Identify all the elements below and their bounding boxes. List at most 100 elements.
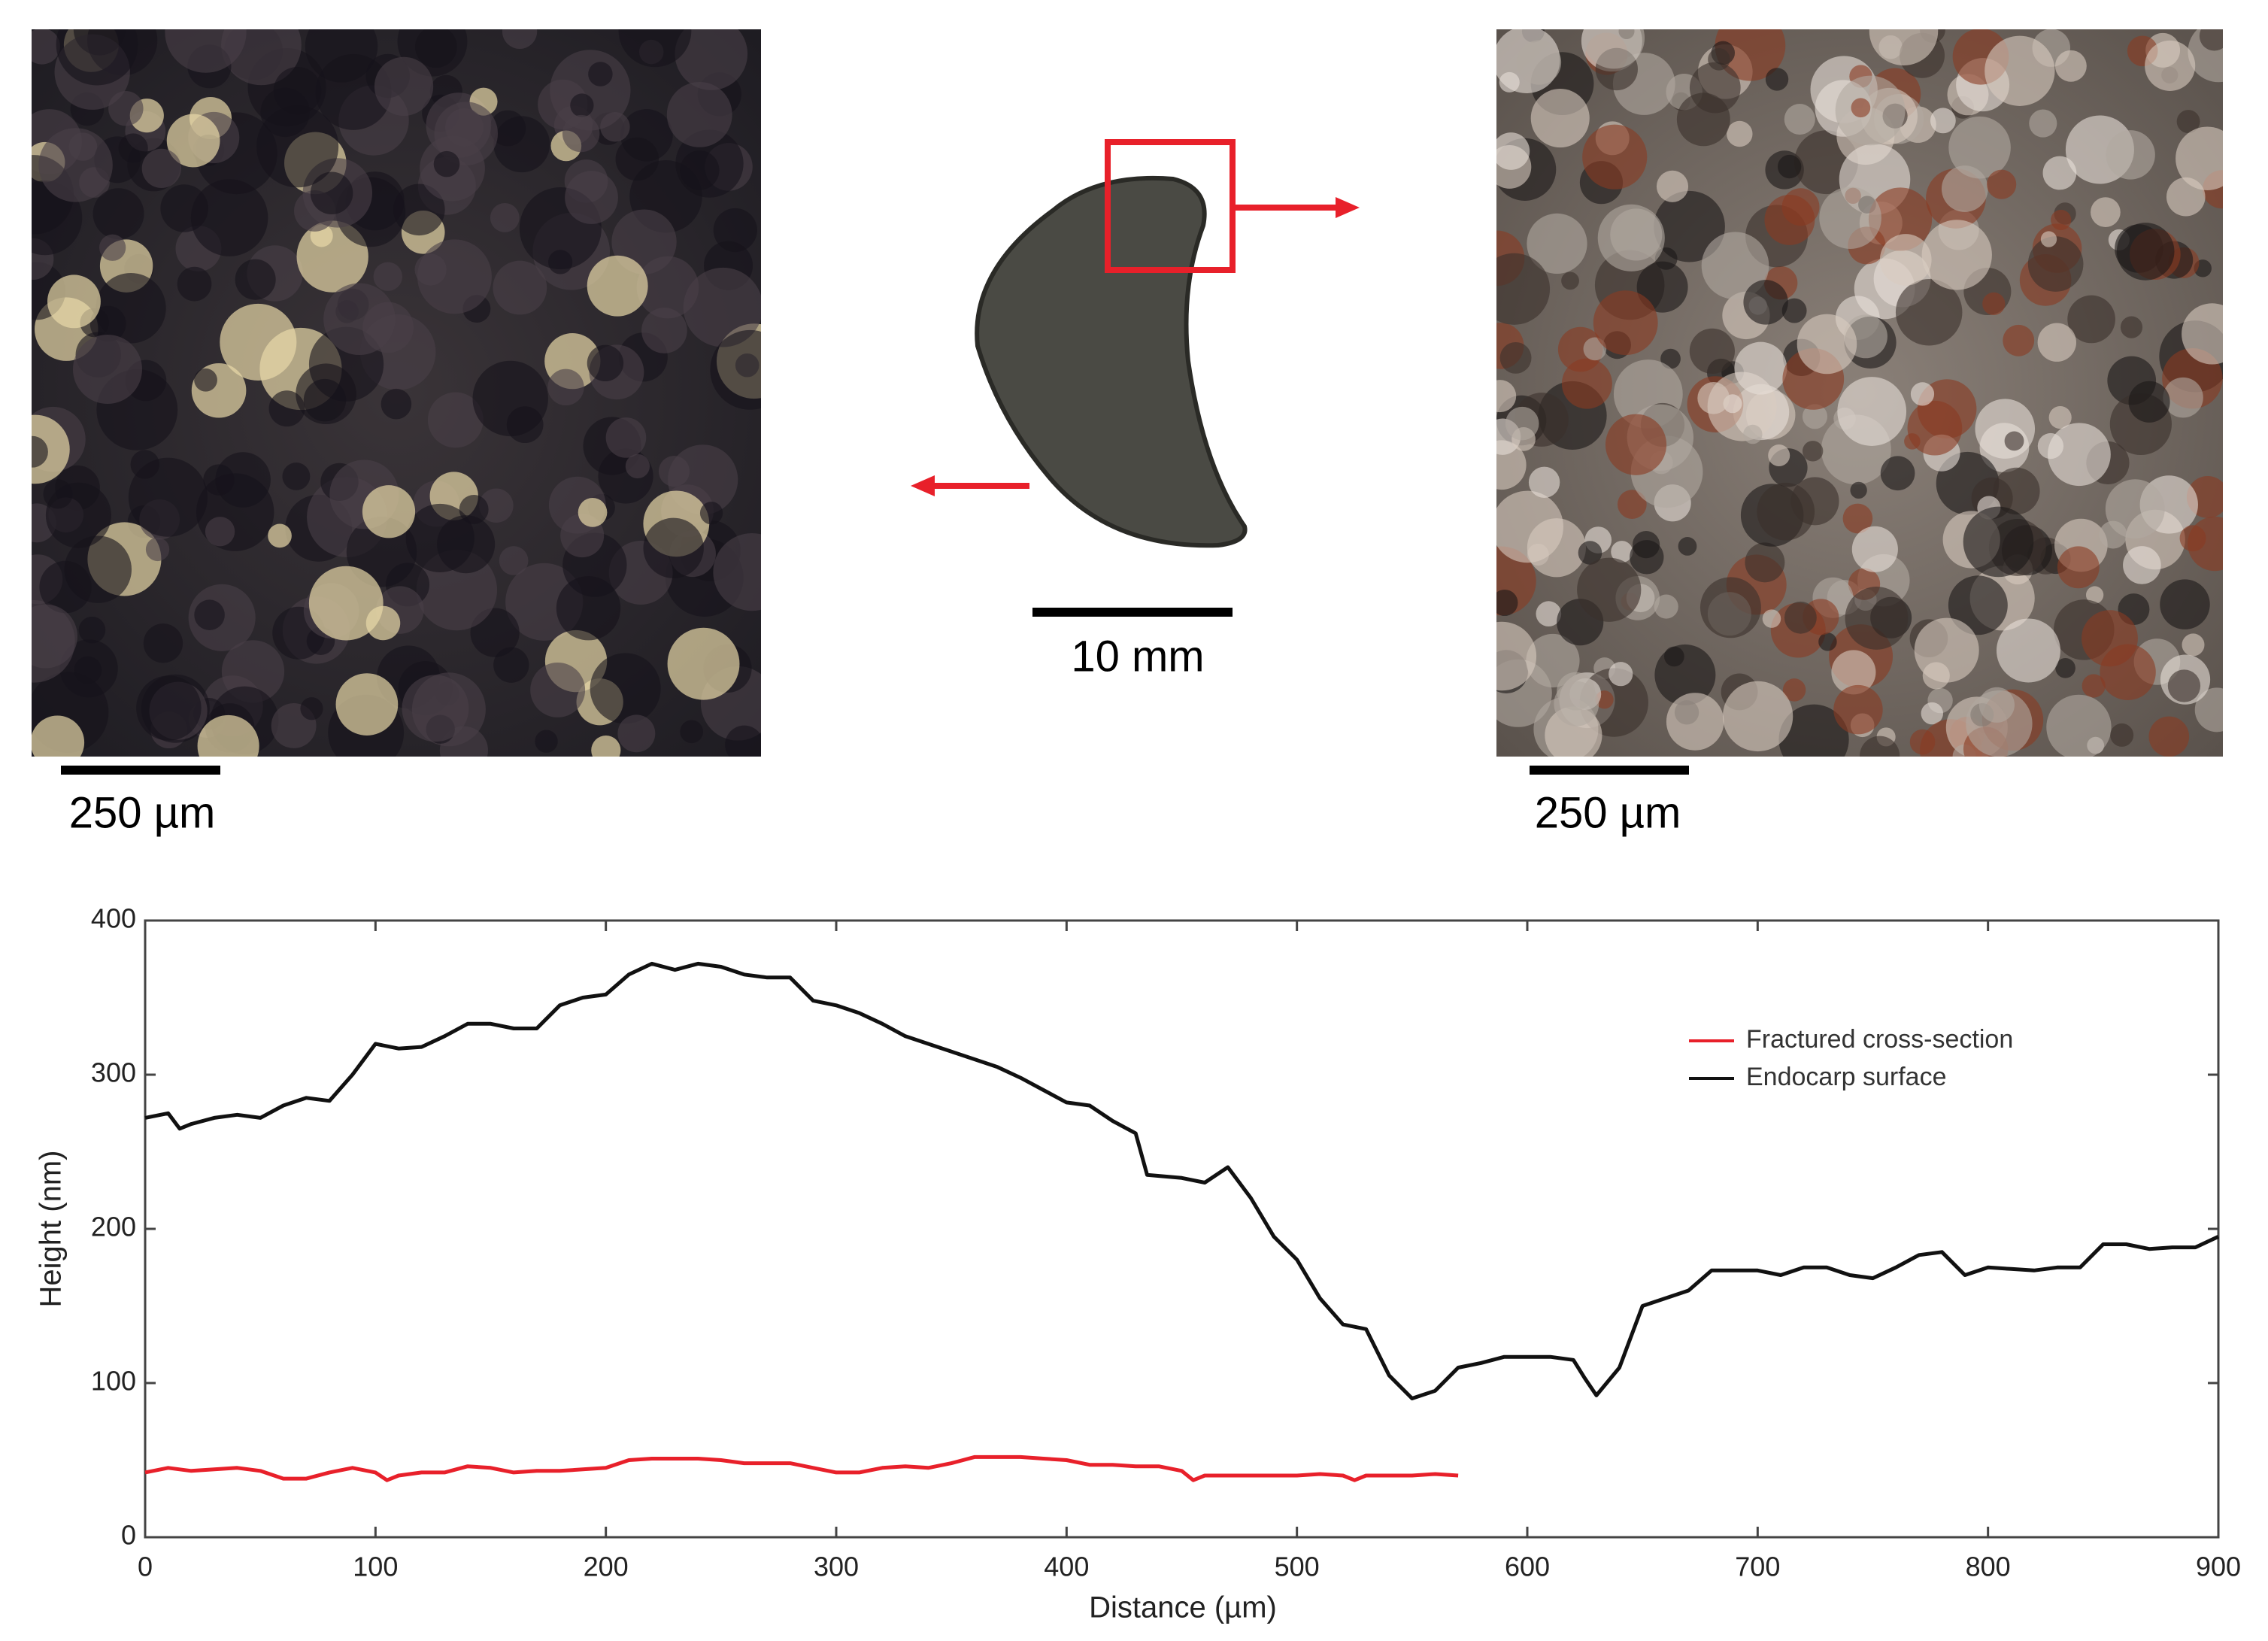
texture-blob	[1656, 170, 1689, 202]
texture-blob	[1948, 575, 2008, 635]
texture-blob	[1984, 35, 2055, 106]
texture-blob	[1582, 124, 1648, 190]
texture-blob	[74, 656, 102, 684]
texture-blob	[1833, 684, 1883, 735]
texture-blob	[547, 369, 584, 406]
texture-blob	[1727, 120, 1753, 147]
texture-blob	[78, 616, 106, 644]
texture-blob	[308, 566, 384, 641]
texture-blob	[1526, 633, 1580, 688]
x-tick-label: 700	[1735, 1552, 1780, 1582]
texture-blob	[136, 675, 202, 741]
texture-blob	[1618, 490, 1647, 519]
texture-blob	[618, 29, 692, 68]
texture-blob	[2091, 197, 2121, 227]
texture-blob	[1895, 278, 1963, 346]
right-texture	[1496, 29, 2223, 757]
texture-blob	[300, 697, 323, 720]
texture-blob	[1610, 208, 1663, 261]
texture-blob	[1784, 601, 1817, 634]
texture-blob	[1496, 589, 1518, 617]
texture-blob	[591, 735, 621, 757]
texture-blob	[2029, 109, 2057, 138]
texture-blob	[1593, 290, 1658, 356]
texture-blob	[683, 267, 761, 347]
texture-blob	[1660, 348, 1681, 369]
texture-blob	[56, 29, 138, 86]
texture-blob	[1941, 165, 1988, 212]
texture-blob	[617, 714, 656, 753]
texture-blob	[268, 390, 305, 427]
texture-blob	[1845, 587, 1909, 650]
texture-blob	[1850, 481, 1867, 499]
texture-blob	[220, 303, 297, 381]
y-tick-label: 200	[91, 1212, 136, 1242]
texture-blob	[605, 417, 647, 458]
y-tick-label: 300	[91, 1057, 136, 1088]
texture-blob	[2123, 546, 2161, 584]
texture-blob	[1527, 518, 1587, 578]
texture-blob	[2099, 520, 2127, 549]
texture-blob	[2199, 29, 2223, 51]
texture-blob	[1797, 314, 1857, 375]
texture-blob	[1536, 601, 1562, 627]
texture-blob	[1966, 690, 2033, 757]
texture-blob	[405, 503, 475, 573]
texture-blob	[373, 262, 402, 291]
texture-blob	[680, 150, 720, 190]
texture-blob	[99, 234, 126, 261]
texture-blob	[2194, 687, 2223, 733]
y-tick-label: 0	[121, 1520, 136, 1551]
texture-blob	[1768, 444, 1790, 467]
texture-blob	[2082, 674, 2106, 698]
texture-blob	[203, 464, 235, 496]
texture-blob	[625, 453, 650, 479]
texture-blob	[1577, 557, 1642, 622]
x-axis-label: Distance (µm)	[1089, 1591, 1277, 1624]
texture-blob	[1831, 650, 1876, 695]
texture-blob	[570, 93, 594, 117]
texture-blob	[1708, 48, 1730, 71]
scale-label: 10 mm	[1071, 632, 1204, 681]
scale-bar	[1530, 766, 1689, 775]
texture-blob	[402, 675, 469, 742]
texture-blob	[2106, 130, 2155, 180]
texture-blob	[205, 517, 235, 547]
texture-blob	[2182, 303, 2223, 365]
texture-blob	[2037, 432, 2064, 460]
texture-blob	[725, 725, 761, 757]
texture-blob	[710, 329, 761, 410]
texture-blob	[323, 283, 396, 356]
texture-blob	[235, 259, 276, 300]
texture-blob	[1561, 271, 1579, 290]
texture-blob	[1578, 541, 1602, 565]
texture-blob	[2042, 156, 2077, 190]
texture-blob	[1818, 632, 1837, 651]
texture-blob	[1743, 424, 1763, 444]
texture-blob	[2116, 223, 2175, 281]
texture-blob	[1996, 618, 2060, 683]
texture-blob	[2027, 236, 2084, 292]
texture-blob	[1948, 116, 2011, 179]
texture-blob	[2054, 50, 2087, 82]
texture-blob	[2182, 633, 2205, 657]
texture-blob	[2176, 126, 2223, 190]
texture-blob	[1715, 29, 1786, 81]
texture-blob	[2048, 423, 2111, 487]
texture-blob	[1530, 89, 1590, 148]
texture-blob	[459, 494, 489, 524]
arrow-head	[1336, 197, 1360, 218]
texture-blob	[1914, 617, 1979, 683]
texture-blob	[1689, 328, 1735, 374]
texture-blob	[177, 266, 212, 302]
texture-blob	[578, 498, 608, 527]
x-tick-label: 0	[138, 1552, 153, 1582]
endocarp-fragment	[975, 175, 1248, 548]
texture-blob	[1842, 503, 1873, 534]
texture-blob	[1666, 693, 1724, 751]
texture-blob	[1611, 541, 1633, 563]
texture-blob	[490, 203, 520, 232]
texture-blob	[499, 546, 529, 575]
texture-blob	[1781, 298, 1807, 323]
